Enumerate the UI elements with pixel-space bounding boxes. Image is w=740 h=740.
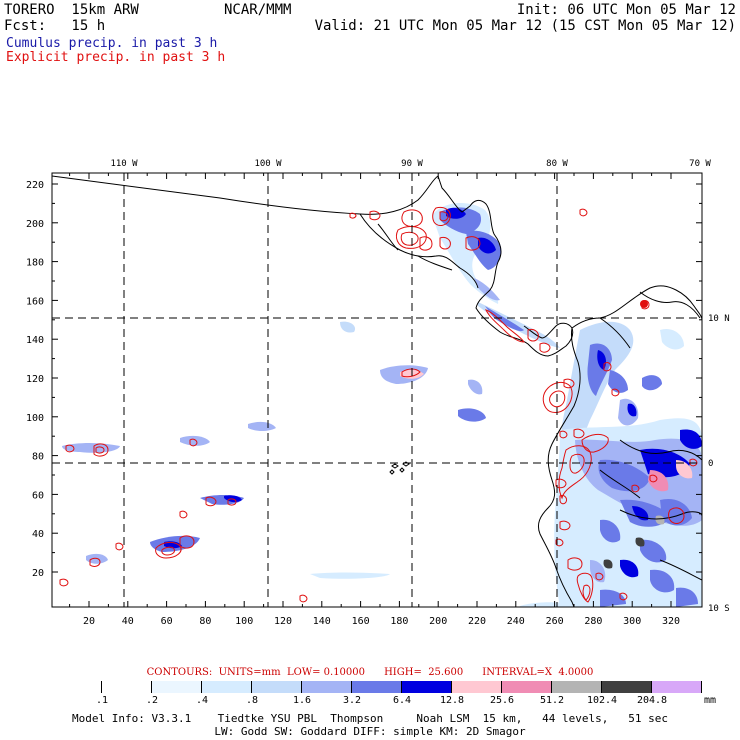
axis-ticks bbox=[52, 173, 702, 607]
colorbar-label: 6.4 bbox=[392, 695, 412, 706]
x-tick-label: 40 bbox=[122, 616, 134, 627]
x-tick-label: 60 bbox=[161, 616, 173, 627]
colorbar-swatch bbox=[202, 681, 252, 693]
colorbar-label: .8 bbox=[245, 695, 259, 706]
colorbar-swatch bbox=[52, 681, 102, 693]
y-tick-label: 80 bbox=[32, 452, 44, 463]
contours-info: CONTOURS: UNITS=mm LOW= 0.10000 HIGH= 25… bbox=[146, 667, 594, 678]
colorbar-swatch bbox=[652, 681, 702, 693]
lon-label: 90 W bbox=[401, 159, 423, 169]
y-tick-label: 180 bbox=[26, 258, 44, 269]
colorbar-label: 204.8 bbox=[636, 695, 668, 706]
legend-explicit: Explicit precip. in past 3 h bbox=[6, 50, 226, 65]
latitude-labels: 10 N 0 10 S bbox=[708, 314, 730, 614]
y-tick-label: 100 bbox=[26, 413, 44, 424]
y-tick-label: 160 bbox=[26, 296, 44, 307]
x-tick-label: 240 bbox=[507, 616, 525, 627]
precip-shading bbox=[62, 203, 702, 607]
lat-label: 10 S bbox=[708, 604, 730, 614]
y-tick-label: 140 bbox=[26, 335, 44, 346]
lon-label: 80 W bbox=[546, 159, 568, 169]
institution-label: NCAR/MMM bbox=[224, 2, 292, 18]
lat-label: 0 bbox=[708, 459, 713, 469]
y-tick-label: 20 bbox=[32, 568, 44, 579]
y-tick-label: 120 bbox=[26, 374, 44, 385]
colorbar-label: 3.2 bbox=[342, 695, 362, 706]
longitude-labels: 110 W 100 W 90 W 80 W 70 W bbox=[110, 159, 711, 169]
lon-label: 110 W bbox=[110, 159, 138, 169]
x-tick-label: 120 bbox=[274, 616, 292, 627]
colorbar-label: .2 bbox=[145, 695, 159, 706]
map-frame bbox=[51, 172, 703, 608]
x-tick-label: 20 bbox=[83, 616, 95, 627]
lon-label: 70 W bbox=[689, 159, 711, 169]
lat-label: 10 N bbox=[708, 314, 730, 324]
colorbar-label: 1.6 bbox=[292, 695, 312, 706]
explicit-contours bbox=[59, 207, 698, 603]
colorbar-swatch bbox=[352, 681, 402, 693]
y-tick-label: 60 bbox=[32, 490, 44, 501]
explicit-peak-marker bbox=[640, 300, 648, 308]
x-tick-label: 100 bbox=[235, 616, 253, 627]
colorbar-swatch bbox=[102, 681, 152, 693]
y-tick-label: 220 bbox=[26, 180, 44, 191]
legend-cumulus: Cumulus precip. in past 3 h bbox=[6, 36, 218, 51]
x-tick-label: 200 bbox=[429, 616, 447, 627]
colorbar-label: 102.4 bbox=[586, 695, 618, 706]
colorbar-swatch bbox=[402, 681, 452, 693]
forecast-hour: Fcst: 15 h bbox=[4, 18, 106, 34]
x-tick-label: 140 bbox=[313, 616, 331, 627]
colorbar-label: 25.6 bbox=[489, 695, 515, 706]
colorbar-label: 12.8 bbox=[439, 695, 465, 706]
model-info: Model Info: V3.3.1 Tiedtke YSU PBL Thomp… bbox=[71, 712, 669, 725]
x-tick-label: 260 bbox=[546, 616, 564, 627]
colorbar-swatch bbox=[602, 681, 652, 693]
lon-label: 100 W bbox=[254, 159, 282, 169]
init-time: Init: 06 UTC Mon 05 Mar 12 bbox=[516, 2, 736, 18]
y-tick-label: 200 bbox=[26, 219, 44, 230]
colorbar-swatch bbox=[502, 681, 552, 693]
colorbar-swatch bbox=[152, 681, 202, 693]
colorbar-swatch bbox=[302, 681, 352, 693]
colorbar-unit: mm bbox=[704, 695, 717, 706]
y-tick-label: 40 bbox=[32, 529, 44, 540]
model-physics: LW: Godd SW: Goddard DIFF: simple KM: 2D… bbox=[214, 725, 526, 738]
colorbar-swatch bbox=[552, 681, 602, 693]
x-tick-label: 280 bbox=[584, 616, 602, 627]
x-axis-labels: 20 40 60 80 100 120 140 160 180 200 220 240 260 280 30… bbox=[83, 616, 680, 627]
colorbar-swatch bbox=[452, 681, 502, 693]
x-tick-label: 320 bbox=[662, 616, 680, 627]
model-title: TORERO 15km ARW bbox=[4, 2, 139, 18]
colorbar-swatch bbox=[252, 681, 302, 693]
x-tick-label: 220 bbox=[468, 616, 486, 627]
y-axis-labels: 20 40 60 80 100 120 140 160 180 200 220 bbox=[26, 180, 44, 579]
colorbar-label: 51.2 bbox=[539, 695, 565, 706]
colorbar-label: .1 bbox=[95, 695, 109, 706]
valid-time: Valid: 21 UTC Mon 05 Mar 12 (15 CST Mon … bbox=[314, 18, 736, 34]
x-tick-label: 180 bbox=[390, 616, 408, 627]
x-tick-label: 160 bbox=[352, 616, 370, 627]
x-tick-label: 80 bbox=[199, 616, 211, 627]
colorbar-label: .4 bbox=[195, 695, 209, 706]
x-tick-label: 300 bbox=[623, 616, 641, 627]
latlon-grid bbox=[52, 173, 702, 607]
coastlines bbox=[52, 175, 702, 607]
